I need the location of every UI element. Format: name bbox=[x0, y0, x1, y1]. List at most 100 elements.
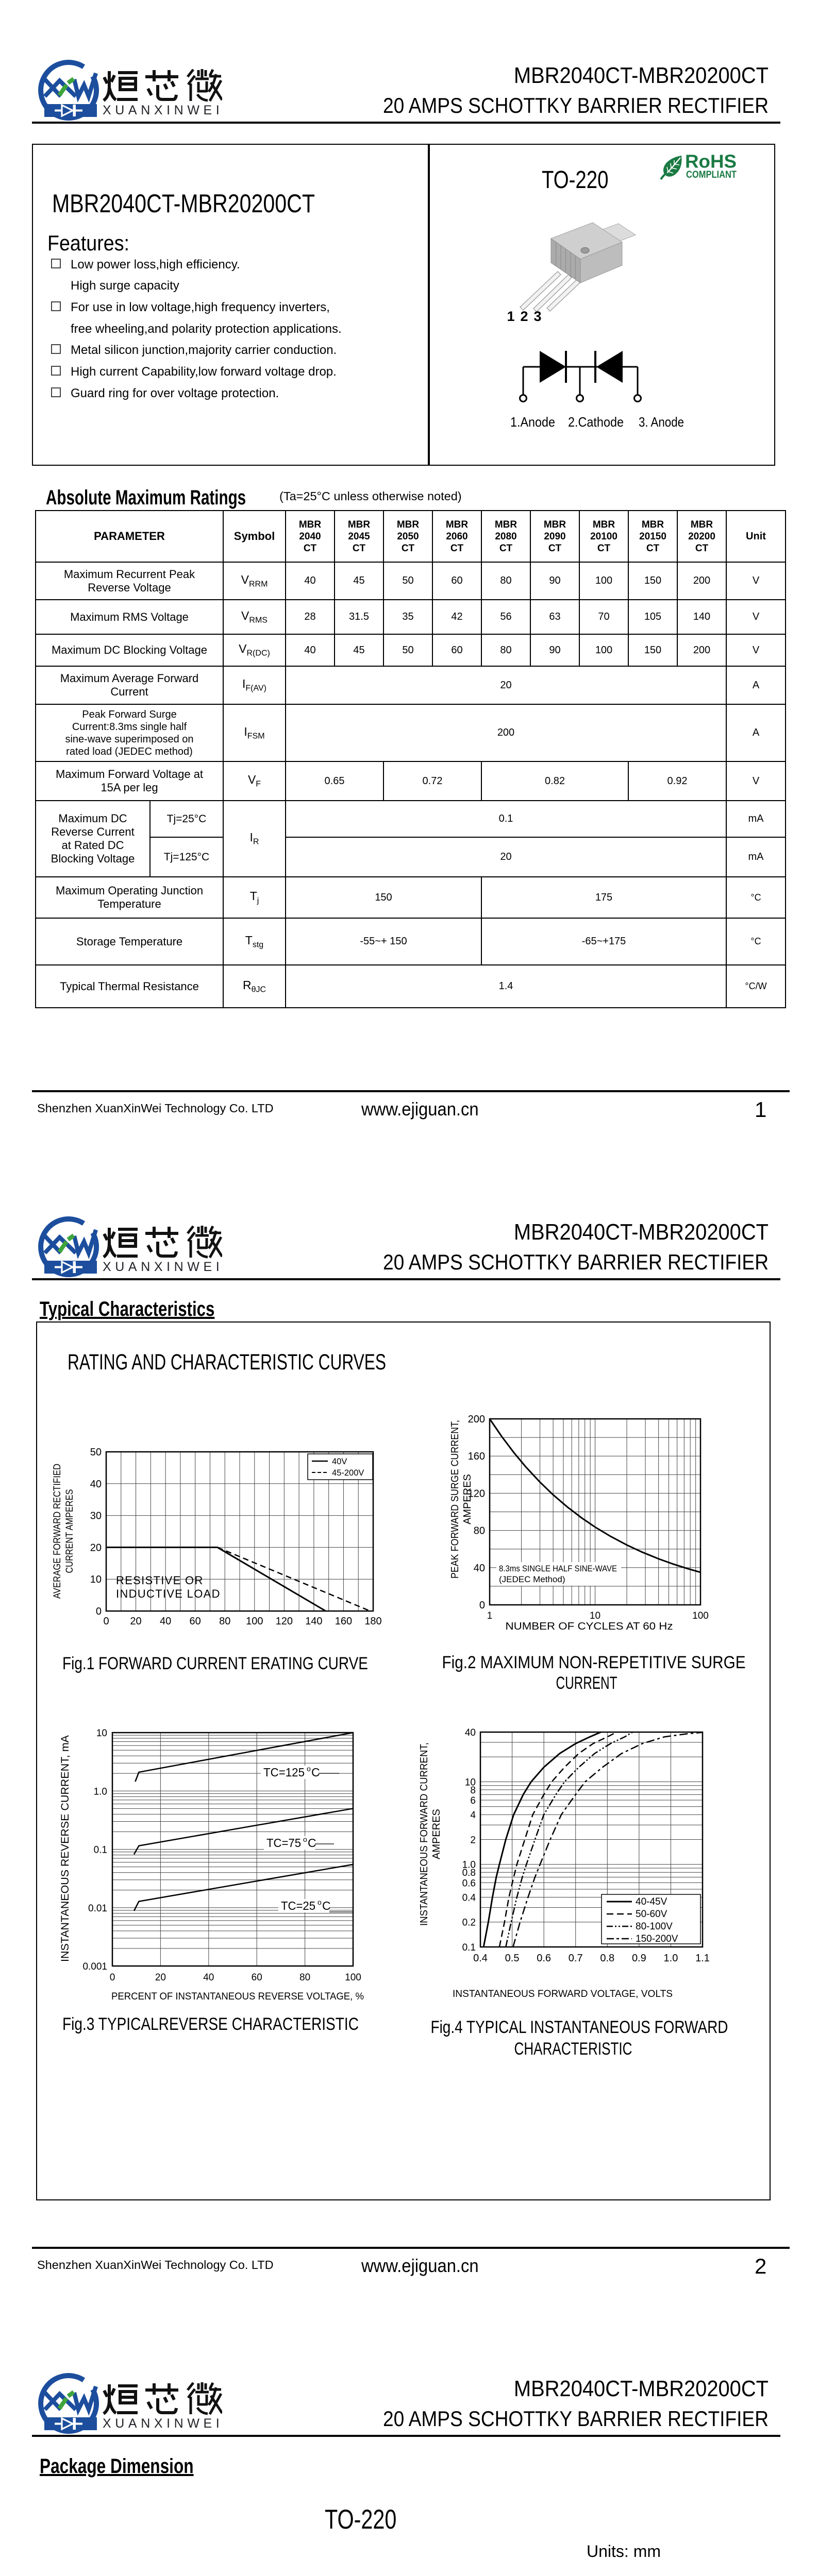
svg-text:40: 40 bbox=[203, 1972, 214, 1983]
svg-text:0.4: 0.4 bbox=[473, 1953, 488, 1964]
svg-text:20: 20 bbox=[90, 1542, 102, 1553]
svg-text:140: 140 bbox=[305, 1616, 322, 1627]
svg-text:0.01: 0.01 bbox=[88, 1903, 107, 1914]
svg-text:AVERAGE FORWARD RECTIFIED: AVERAGE FORWARD RECTIFIED bbox=[52, 1464, 63, 1599]
svg-text:CURRENT: CURRENT bbox=[556, 1673, 617, 1693]
svg-text:60: 60 bbox=[190, 1616, 201, 1627]
svg-text:0.001: 0.001 bbox=[82, 1961, 107, 1972]
svg-text:0.2: 0.2 bbox=[462, 1918, 476, 1928]
svg-text:o: o bbox=[318, 1898, 322, 1906]
svg-text:0: 0 bbox=[479, 1600, 485, 1611]
svg-text:INSTANTANEOUS FORWARD VOLTAGE,: INSTANTANEOUS FORWARD VOLTAGE, VOLTS bbox=[453, 1989, 673, 1999]
svg-text:0: 0 bbox=[110, 1972, 115, 1983]
svg-text:160: 160 bbox=[335, 1616, 352, 1627]
svg-text:TC=25: TC=25 bbox=[281, 1899, 315, 1912]
svg-text:80: 80 bbox=[299, 1972, 310, 1983]
svg-text:10: 10 bbox=[90, 1574, 102, 1585]
svg-text:20: 20 bbox=[155, 1972, 166, 1983]
svg-text:10: 10 bbox=[465, 1777, 476, 1788]
svg-text:40: 40 bbox=[465, 1727, 476, 1738]
svg-text:100: 100 bbox=[246, 1616, 263, 1627]
svg-text:40: 40 bbox=[474, 1563, 485, 1574]
svg-text:INSTANTANEOUS FORWARD CURRENT,: INSTANTANEOUS FORWARD CURRENT, bbox=[419, 1742, 430, 1926]
svg-text:8: 8 bbox=[470, 1785, 476, 1796]
svg-text:160: 160 bbox=[468, 1451, 485, 1462]
svg-text:0.1: 0.1 bbox=[462, 1942, 476, 1953]
svg-text:10: 10 bbox=[590, 1611, 600, 1621]
svg-text:30: 30 bbox=[90, 1511, 102, 1522]
svg-text:50-60V: 50-60V bbox=[636, 1909, 667, 1920]
svg-text:80: 80 bbox=[219, 1616, 230, 1627]
svg-text:1.1: 1.1 bbox=[695, 1953, 710, 1964]
svg-text:o: o bbox=[307, 1765, 311, 1773]
svg-text:RESISTIVE OR: RESISTIVE OR bbox=[116, 1574, 204, 1587]
svg-text:0.1: 0.1 bbox=[94, 1845, 107, 1856]
svg-text:INDUCTIVE LOAD: INDUCTIVE LOAD bbox=[116, 1587, 221, 1600]
svg-text:180: 180 bbox=[364, 1616, 381, 1627]
svg-text:INSTANTANEOUS REVERSE CURRENT,: INSTANTANEOUS REVERSE CURRENT, mA bbox=[59, 1735, 71, 1962]
svg-text:1: 1 bbox=[507, 309, 514, 324]
svg-text:PERCENT OF INSTANTANEOUS REVER: PERCENT OF INSTANTANEOUS REVERSE VOLTAGE… bbox=[111, 1991, 364, 2002]
svg-text:0.8: 0.8 bbox=[462, 1868, 476, 1878]
svg-text:1.0: 1.0 bbox=[94, 1786, 107, 1797]
svg-text:PEAK FORWARD SURGE CURRENT,: PEAK FORWARD SURGE CURRENT, bbox=[449, 1420, 461, 1579]
svg-text:AMPERES: AMPERES bbox=[462, 1474, 473, 1524]
svg-text:0.9: 0.9 bbox=[632, 1953, 646, 1964]
svg-text:40V: 40V bbox=[332, 1457, 347, 1466]
svg-text:200: 200 bbox=[468, 1414, 485, 1425]
svg-text:40: 40 bbox=[160, 1616, 171, 1627]
svg-text:3. Anode: 3. Anode bbox=[639, 414, 684, 430]
svg-text:(JEDEC Method): (JEDEC Method) bbox=[499, 1574, 565, 1584]
svg-text:2.Cathode: 2.Cathode bbox=[568, 414, 624, 430]
svg-text:C: C bbox=[308, 1836, 316, 1850]
svg-text:10: 10 bbox=[96, 1728, 107, 1739]
svg-text:CHARACTERISTIC: CHARACTERISTIC bbox=[514, 2039, 632, 2059]
svg-text:100: 100 bbox=[345, 1972, 361, 1983]
svg-text:20: 20 bbox=[130, 1616, 141, 1627]
svg-text:60: 60 bbox=[252, 1972, 262, 1983]
svg-text:4: 4 bbox=[470, 1810, 476, 1821]
svg-text:C: C bbox=[311, 1766, 320, 1779]
svg-text:CURRENT AMPERES: CURRENT AMPERES bbox=[64, 1489, 75, 1573]
svg-text:1.0: 1.0 bbox=[664, 1953, 678, 1964]
svg-text:AMPERES: AMPERES bbox=[431, 1809, 442, 1859]
svg-text:Fig.2 MAXIMUM NON-REPETITIVE S: Fig.2 MAXIMUM NON-REPETITIVE SURGE bbox=[442, 1653, 746, 1672]
svg-text:2: 2 bbox=[470, 1835, 476, 1845]
svg-text:1.0: 1.0 bbox=[462, 1860, 476, 1871]
svg-text:0.7: 0.7 bbox=[569, 1953, 583, 1964]
svg-text:RATING AND CHARACTERISTIC CURV: RATING AND CHARACTERISTIC CURVES bbox=[68, 1350, 386, 1375]
svg-text:COMPLIANT: COMPLIANT bbox=[686, 170, 737, 180]
svg-text:80-100V: 80-100V bbox=[636, 1921, 673, 1932]
svg-text:0.6: 0.6 bbox=[462, 1878, 476, 1889]
svg-text:0.4: 0.4 bbox=[462, 1892, 476, 1903]
svg-text:2: 2 bbox=[520, 309, 528, 324]
svg-text:TC=125: TC=125 bbox=[263, 1766, 305, 1779]
svg-text:0: 0 bbox=[103, 1616, 109, 1627]
svg-text:120: 120 bbox=[276, 1616, 293, 1627]
svg-text:3: 3 bbox=[533, 309, 541, 324]
svg-text:o: o bbox=[303, 1835, 307, 1843]
svg-text:TC=75: TC=75 bbox=[266, 1836, 301, 1850]
svg-text:Fig.4 TYPICAL INSTANTANEOUS FO: Fig.4 TYPICAL INSTANTANEOUS FORWARD bbox=[431, 2018, 728, 2037]
svg-text:Fig.3 TYPICALREVERSE CHARACTER: Fig.3 TYPICALREVERSE CHARACTERISTIC bbox=[62, 2014, 359, 2034]
svg-text:0: 0 bbox=[96, 1606, 102, 1617]
svg-text:40: 40 bbox=[90, 1479, 102, 1490]
svg-text:0.6: 0.6 bbox=[537, 1953, 551, 1964]
svg-text:80: 80 bbox=[474, 1526, 485, 1537]
svg-text:50: 50 bbox=[90, 1447, 102, 1458]
svg-text:6: 6 bbox=[470, 1795, 476, 1806]
svg-text:0.5: 0.5 bbox=[505, 1953, 520, 1964]
svg-text:C: C bbox=[322, 1899, 331, 1912]
svg-text:45-200V: 45-200V bbox=[332, 1468, 364, 1478]
svg-text:1: 1 bbox=[487, 1611, 493, 1621]
svg-text:100: 100 bbox=[692, 1611, 709, 1621]
svg-text:8.3ms SINGLE HALF SINE-WAVE: 8.3ms SINGLE HALF SINE-WAVE bbox=[499, 1564, 617, 1573]
svg-text:Fig.1 FORWARD CURRENT ERATING: Fig.1 FORWARD CURRENT ERATING CURVE bbox=[62, 1654, 368, 1673]
svg-text:RoHS: RoHS bbox=[685, 152, 737, 172]
svg-text:150-200V: 150-200V bbox=[636, 1934, 678, 1944]
svg-text:120: 120 bbox=[468, 1488, 485, 1499]
svg-text:0.8: 0.8 bbox=[600, 1953, 614, 1964]
svg-text:40-45V: 40-45V bbox=[636, 1896, 667, 1907]
svg-text:1.Anode: 1.Anode bbox=[510, 414, 555, 430]
svg-text:NUMBER OF CYCLES AT 60 Hz: NUMBER OF CYCLES AT 60 Hz bbox=[506, 1621, 673, 1632]
